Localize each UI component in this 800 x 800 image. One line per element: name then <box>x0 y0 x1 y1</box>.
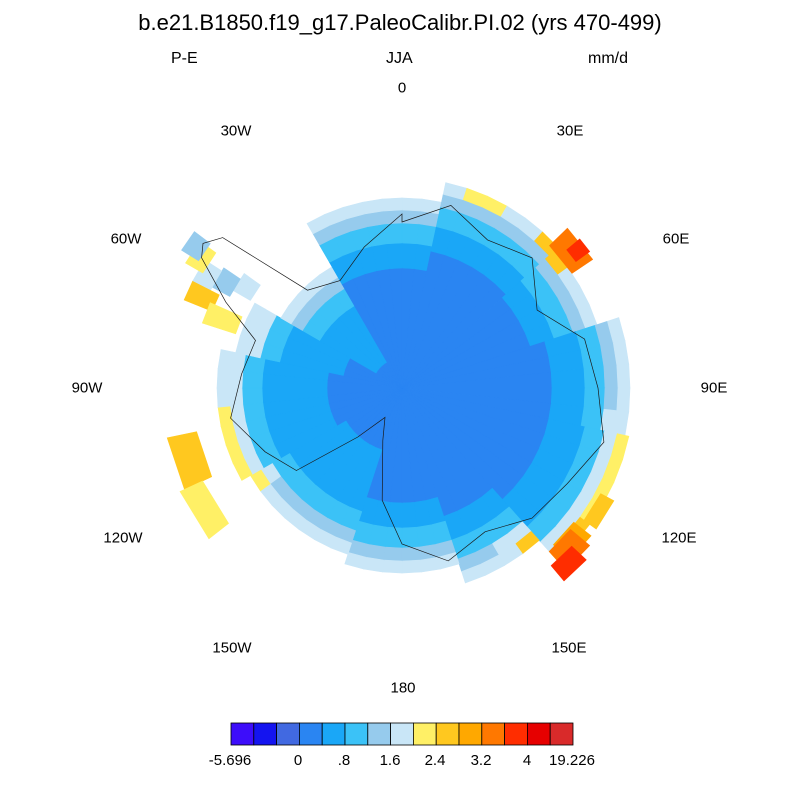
data-cell <box>241 387 264 406</box>
coastline <box>201 205 605 562</box>
data-cell <box>216 387 231 408</box>
lon-label-30e: 30E <box>556 122 584 140</box>
data-cell <box>217 349 234 371</box>
data-cell <box>603 387 619 411</box>
colorbar-label-0-8: .8 <box>337 752 351 769</box>
units-label: mm/d <box>588 50 628 67</box>
colorbar-label-4: 4 <box>522 752 532 769</box>
data-cell <box>228 369 244 389</box>
lon-label-150e: 150E <box>551 639 587 657</box>
lon-label-180: 180 <box>390 679 416 697</box>
data-cell <box>363 556 385 573</box>
variable-label: P-E <box>171 50 198 67</box>
data-cell <box>550 368 586 389</box>
data-cell <box>603 365 619 389</box>
data-cell <box>384 222 403 245</box>
data-cell <box>179 480 229 540</box>
data-cell <box>201 302 243 335</box>
data-cell <box>381 197 403 212</box>
season-label: JJA <box>386 50 413 67</box>
data-cell <box>419 556 441 573</box>
data-cell <box>382 559 403 574</box>
data-cell <box>384 526 403 549</box>
colorbar-swatch <box>321 722 346 746</box>
plot-title: b.e21.B1850.f19_g17.PaleoCalibr.PI.02 (y… <box>138 10 662 35</box>
colorbar <box>230 722 574 746</box>
data-cells <box>166 182 631 584</box>
colorbar-label-2-4: 2.4 <box>424 752 446 769</box>
data-cell <box>401 546 421 562</box>
coastline-path <box>201 205 605 562</box>
data-cell <box>166 431 213 490</box>
data-cell <box>566 238 591 263</box>
data-cell <box>401 222 420 245</box>
colorbar-swatch <box>504 722 528 746</box>
data-cell <box>401 559 422 574</box>
colorbar-swatch <box>549 722 574 746</box>
colorbar-label-min: -5.696 <box>208 752 252 769</box>
data-cell <box>616 363 631 389</box>
lon-label-60w: 60W <box>110 230 142 248</box>
data-cell <box>216 368 231 389</box>
data-cell <box>362 198 384 215</box>
data-cell <box>401 502 417 529</box>
lon-label-120e: 120E <box>661 529 697 547</box>
data-cell <box>383 546 403 562</box>
lon-label-30w: 30W <box>220 122 252 140</box>
data-cell <box>386 242 403 270</box>
colorbar-label-1-6: 1.6 <box>379 752 401 769</box>
data-cell <box>217 405 234 427</box>
colorbar-swatch <box>458 722 483 746</box>
colorbar-label-0: 0 <box>293 752 303 769</box>
colorbar-swatch <box>276 722 300 746</box>
data-cell <box>344 552 367 570</box>
colorbar-swatch <box>367 722 392 746</box>
colorbar-swatch <box>526 722 551 746</box>
colorbar-swatch <box>299 722 323 746</box>
data-cell <box>461 563 486 584</box>
data-cell <box>583 366 606 389</box>
lon-label-0: 0 <box>397 79 407 97</box>
data-cell <box>583 493 615 530</box>
colorbar-swatch <box>344 722 369 746</box>
colorbar-swatch <box>230 722 255 746</box>
lon-label-90e: 90E <box>700 379 728 397</box>
data-cell <box>401 197 423 212</box>
data-cell <box>550 545 587 582</box>
lon-label-90w: 90W <box>71 379 103 397</box>
data-cell <box>420 198 442 215</box>
lon-label-60e: 60E <box>662 230 690 248</box>
data-cell <box>181 231 211 262</box>
data-cell <box>580 345 605 370</box>
data-cell <box>241 370 264 389</box>
colorbar-swatch <box>253 722 277 746</box>
colorbar-swatch <box>481 722 506 746</box>
colorbar-swatch <box>390 722 414 746</box>
lon-label-120w: 120W <box>103 529 143 547</box>
data-cell <box>583 387 606 410</box>
data-cell <box>246 302 266 325</box>
colorbar-label-3-2: 3.2 <box>470 752 492 769</box>
colorbar-swatch <box>435 722 460 746</box>
data-cell <box>616 387 631 413</box>
data-cell <box>211 267 241 297</box>
colorbar-label-max: 19.226 <box>549 752 595 769</box>
lon-label-150w: 150W <box>212 639 252 657</box>
colorbar-swatch <box>412 722 437 746</box>
